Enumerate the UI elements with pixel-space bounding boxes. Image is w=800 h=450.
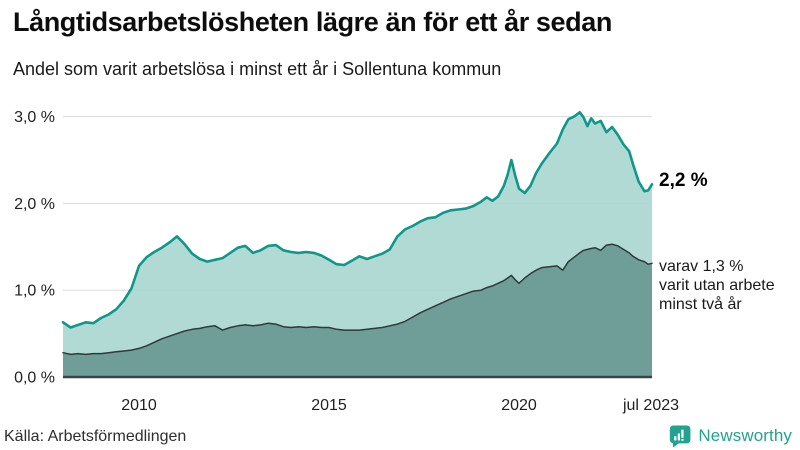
annotation-line-1: varav 1,3 % — [659, 258, 744, 275]
y-tick-label: 2,0 % — [14, 196, 55, 213]
x-tick-label: 2015 — [311, 397, 347, 414]
y-tick-label: 0,0 % — [14, 370, 55, 387]
series-area-2 — [63, 244, 652, 377]
x-tick-label: jul 2023 — [622, 397, 679, 414]
series-line-1 — [61, 111, 654, 329]
brand-logo: Newsworthy — [668, 424, 792, 448]
y-tick-label: 3,0 % — [14, 109, 55, 126]
series-end-label-total: 2,2 % — [659, 170, 708, 191]
page-title: Långtidsarbetslösheten lägre än för ett … — [13, 7, 612, 37]
x-tick-label: 2020 — [501, 397, 537, 414]
newsworthy-logo-icon — [670, 425, 691, 448]
series-end-label-two-years: varav 1,3 % varit utan arbete minst två … — [659, 257, 775, 314]
annotation-line-2: varit utan arbete — [659, 277, 775, 294]
logo-bubble-shape — [670, 425, 691, 448]
annotation-line-3: minst två år — [659, 296, 742, 313]
chart-subtitle: Andel som varit arbetslösa i minst ett å… — [13, 59, 502, 79]
logo-bar-chart-glyph — [674, 429, 685, 441]
series-line-2 — [62, 243, 653, 356]
x-tick-label: 2010 — [121, 397, 157, 414]
y-tick-label: 1,0 % — [14, 283, 55, 300]
source-credit: Källa: Arbetsförmedlingen — [4, 428, 187, 445]
brand-wordmark: Newsworthy — [698, 426, 792, 445]
